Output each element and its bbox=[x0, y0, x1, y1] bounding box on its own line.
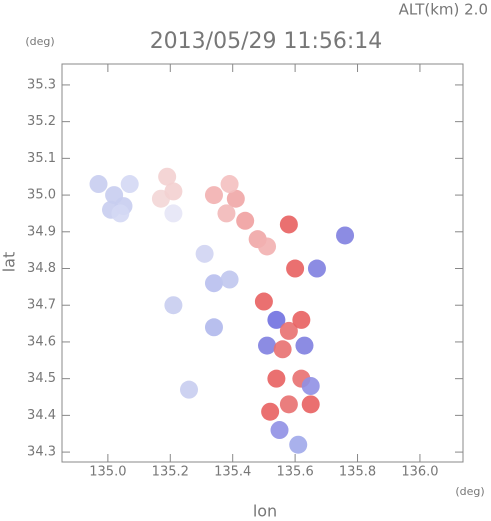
y-tick-label: 34.5 bbox=[27, 371, 56, 386]
echo-point bbox=[236, 211, 255, 230]
echo-point bbox=[164, 182, 183, 201]
y-tick-label: 35.3 bbox=[27, 77, 56, 92]
x-tick-label: 135.4 bbox=[214, 465, 251, 480]
echo-point bbox=[258, 237, 277, 256]
echo-point bbox=[220, 270, 239, 289]
y-tick-label: 34.4 bbox=[27, 408, 56, 423]
altitude-annotation: ALT(km) 2.0 bbox=[399, 1, 488, 19]
echo-point bbox=[217, 204, 236, 223]
echo-point bbox=[301, 376, 320, 395]
echo-point bbox=[270, 421, 289, 440]
y-unit: (deg) bbox=[25, 35, 54, 48]
echo-point bbox=[226, 189, 245, 208]
echo-point bbox=[301, 395, 320, 414]
echo-point bbox=[204, 318, 223, 337]
echo-point bbox=[158, 167, 177, 186]
y-tick-label: 34.8 bbox=[27, 261, 56, 276]
echo-point bbox=[286, 259, 305, 278]
echo-point bbox=[279, 321, 298, 340]
echo-point bbox=[111, 204, 130, 223]
echo-point bbox=[220, 175, 239, 194]
plot-frame bbox=[61, 63, 464, 463]
echo-point bbox=[254, 292, 273, 311]
x-tick-label: 135.2 bbox=[152, 465, 189, 480]
echo-point bbox=[261, 402, 280, 421]
echo-point bbox=[267, 369, 286, 388]
y-tick-label: 34.9 bbox=[27, 224, 56, 239]
echo-point bbox=[279, 215, 298, 234]
echo-point bbox=[120, 175, 139, 194]
y-tick-label: 35.0 bbox=[27, 188, 56, 203]
echo-point bbox=[204, 186, 223, 205]
y-tick-label: 34.6 bbox=[27, 334, 56, 349]
x-tick-label: 136.0 bbox=[401, 465, 438, 480]
plot-marks bbox=[89, 167, 355, 454]
echo-point bbox=[195, 244, 214, 263]
y-tick-label: 34.7 bbox=[27, 298, 56, 313]
x-tick-label: 135.8 bbox=[339, 465, 376, 480]
y-tick-label: 34.3 bbox=[27, 445, 56, 460]
echo-point bbox=[295, 336, 314, 355]
x-unit: (deg) bbox=[455, 485, 484, 498]
echo-point bbox=[258, 336, 277, 355]
x-axis-label: lon bbox=[253, 502, 277, 521]
y-tick-label: 35.1 bbox=[27, 151, 56, 166]
echo-point bbox=[336, 226, 355, 245]
echo-point bbox=[267, 310, 286, 329]
y-axis-label: lat bbox=[0, 252, 19, 273]
echo-point bbox=[89, 175, 108, 194]
echo-point bbox=[289, 435, 308, 454]
echo-point bbox=[164, 204, 183, 223]
echo-point bbox=[279, 395, 298, 414]
echo-point bbox=[204, 274, 223, 293]
echo-point bbox=[307, 259, 326, 278]
echo-point bbox=[273, 340, 292, 359]
echo-point bbox=[180, 380, 199, 399]
x-tick-label: 135.0 bbox=[89, 465, 126, 480]
echo-point bbox=[292, 310, 311, 329]
echo-point bbox=[164, 296, 183, 315]
x-tick-label: 135.6 bbox=[277, 465, 314, 480]
chart-title: 2013/05/29 11:56:14 bbox=[150, 29, 383, 54]
y-tick-label: 35.2 bbox=[27, 114, 56, 129]
